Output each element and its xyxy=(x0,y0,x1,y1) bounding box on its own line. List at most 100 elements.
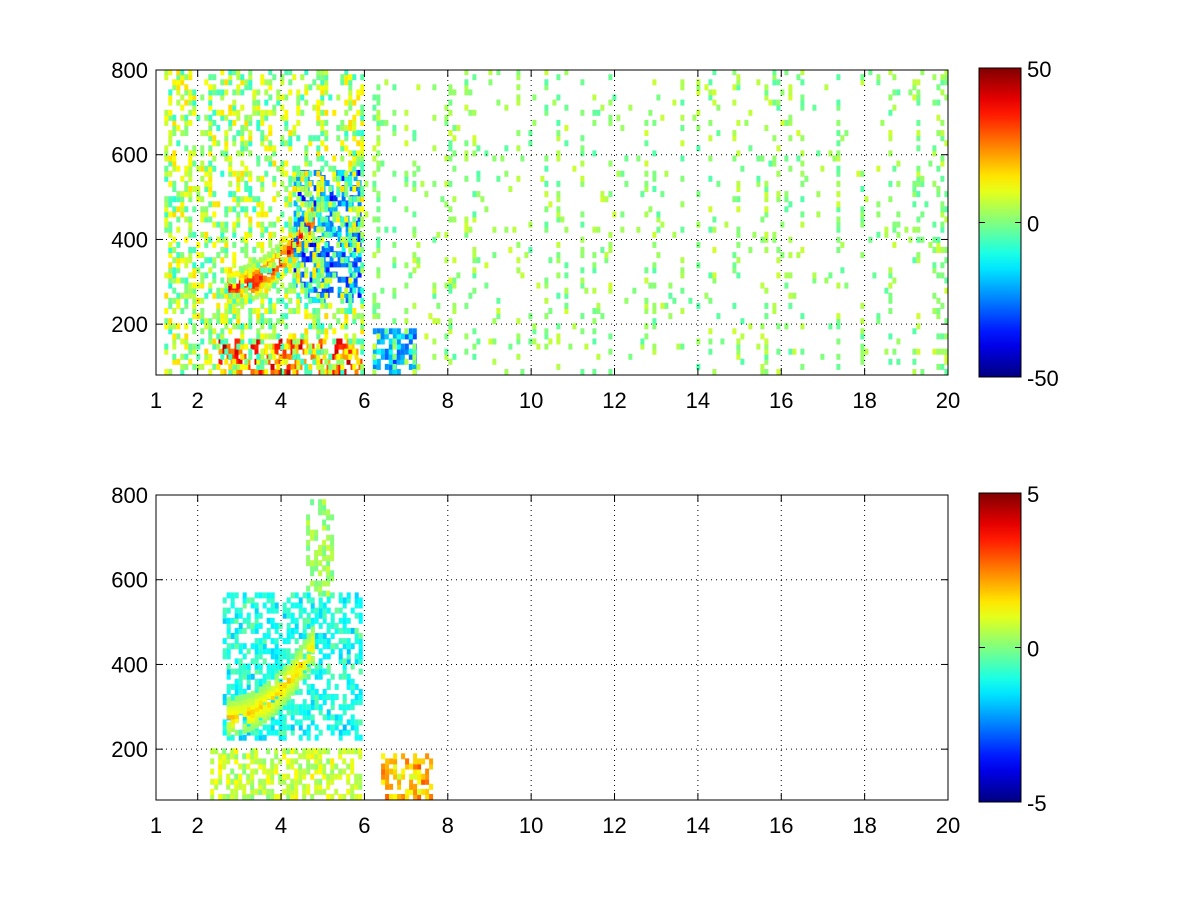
heatmap-cell xyxy=(168,211,173,218)
heatmap-cell xyxy=(254,289,259,296)
heatmap-cell xyxy=(385,768,390,775)
heatmap-cell xyxy=(840,241,845,248)
heatmap-cell xyxy=(417,794,422,800)
heatmap-cell xyxy=(272,353,277,360)
heatmap-cell xyxy=(316,70,321,76)
heatmap-cell xyxy=(176,226,181,233)
heatmap-cell xyxy=(226,783,231,790)
heatmap-cell xyxy=(238,773,243,780)
heatmap-cell xyxy=(346,748,351,755)
heatmap-cell xyxy=(892,348,897,355)
heatmap-cell xyxy=(376,125,381,131)
heatmap-cell xyxy=(317,251,322,258)
heatmap-cell xyxy=(278,261,283,268)
heatmap-cell xyxy=(192,297,197,304)
x-tick-label: 18 xyxy=(852,813,876,838)
heatmap-cell xyxy=(310,353,315,360)
heatmap-cell xyxy=(242,264,247,271)
x-tick-label: 2 xyxy=(192,388,204,413)
heatmap-cell xyxy=(230,734,235,741)
heatmap-cell xyxy=(444,201,449,208)
heatmap-cell xyxy=(192,343,197,350)
heatmap-cell xyxy=(376,236,381,243)
heatmap-cell xyxy=(381,768,386,775)
heatmap-cell xyxy=(294,343,299,350)
heatmap-cell xyxy=(288,191,293,198)
heatmap-cell xyxy=(608,191,613,198)
heatmap-cell xyxy=(324,70,329,76)
heatmap-cell xyxy=(354,353,359,360)
heatmap-cell xyxy=(600,104,605,111)
heatmap-cell xyxy=(216,287,221,294)
heatmap-cell xyxy=(282,753,287,760)
heatmap-cell xyxy=(222,719,227,726)
heatmap-cell xyxy=(472,191,477,198)
heatmap-cell xyxy=(492,155,497,162)
heatmap-cell xyxy=(250,699,255,706)
heatmap-cell xyxy=(652,262,657,269)
heatmap-cell xyxy=(358,719,363,726)
heatmap-cell xyxy=(350,678,355,685)
heatmap-cell xyxy=(322,499,327,506)
heatmap-cell xyxy=(314,688,319,695)
heatmap-cell xyxy=(184,114,189,121)
heatmap-cell xyxy=(208,175,213,182)
heatmap-cell xyxy=(652,318,657,325)
heatmap-cell xyxy=(218,794,223,800)
heatmap-cell xyxy=(234,633,239,639)
heatmap-cell xyxy=(282,648,287,655)
heatmap-cell xyxy=(484,150,489,157)
heatmap-cell xyxy=(330,570,335,577)
heatmap-cell xyxy=(234,729,239,736)
heatmap-cell xyxy=(272,150,277,157)
heatmap-cell xyxy=(318,544,323,551)
heatmap-cell xyxy=(246,358,251,365)
heatmap-cell xyxy=(888,297,893,304)
heatmap-cell xyxy=(244,323,249,330)
heatmap-cell xyxy=(238,658,243,665)
heatmap-cell xyxy=(392,287,397,294)
heatmap-cell xyxy=(350,607,355,614)
heatmap-cell xyxy=(672,99,677,106)
heatmap-cell xyxy=(393,768,398,775)
heatmap-cell xyxy=(314,748,319,755)
heatmap-cell xyxy=(268,343,273,350)
heatmap-cell xyxy=(212,84,217,91)
heatmap-cell xyxy=(260,79,265,86)
heatmap-cell xyxy=(274,753,279,760)
heatmap-cell xyxy=(184,277,189,284)
colorbar-tick-label: -5 xyxy=(1027,791,1047,816)
heatmap-cell xyxy=(888,358,893,365)
heatmap-cell xyxy=(352,196,357,203)
heatmap-cell xyxy=(320,70,325,76)
heatmap-cell xyxy=(244,180,249,187)
heatmap-cell xyxy=(341,241,346,248)
heatmap-cell xyxy=(172,358,177,365)
heatmap-cell xyxy=(322,688,327,695)
heatmap-cell xyxy=(290,704,295,711)
heatmap-cell xyxy=(293,246,298,253)
heatmap-cell xyxy=(184,353,189,360)
heatmap-cell xyxy=(248,196,253,203)
heatmap-cell xyxy=(266,710,271,717)
heatmap-cell xyxy=(309,286,314,293)
heatmap-cell xyxy=(346,729,351,736)
heatmap-cell xyxy=(892,165,897,172)
heatmap-cell xyxy=(192,323,197,330)
heatmap-cell xyxy=(322,555,327,562)
heatmap-cell xyxy=(836,353,841,360)
heatmap-cell xyxy=(248,226,253,233)
heatmap-cell xyxy=(294,369,299,375)
heatmap-cell xyxy=(748,145,753,152)
heatmap-cell xyxy=(548,201,553,208)
heatmap-cell xyxy=(232,89,237,96)
heatmap-cell xyxy=(314,607,319,614)
heatmap-cell xyxy=(372,145,377,152)
heatmap-cell xyxy=(376,191,381,198)
heatmap-cell xyxy=(349,251,354,258)
heatmap-cell xyxy=(200,150,205,157)
heatmap-cell xyxy=(372,252,377,259)
heatmap-cell xyxy=(680,155,685,162)
heatmap-cell xyxy=(254,658,259,665)
heatmap-cell xyxy=(492,226,497,233)
